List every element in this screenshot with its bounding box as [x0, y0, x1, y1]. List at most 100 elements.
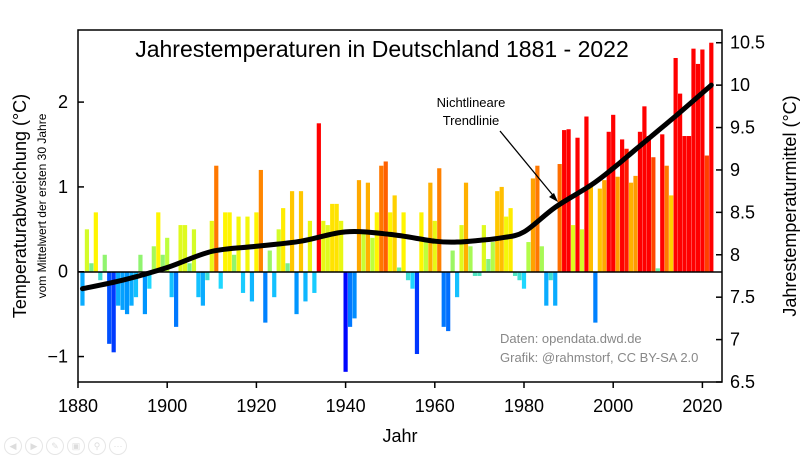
x-tick-label: 1880	[58, 396, 98, 416]
bar-1924	[272, 271, 277, 298]
bar-1918	[245, 216, 250, 272]
y2-tick-label: 7	[730, 330, 740, 350]
bar-1945	[365, 182, 370, 272]
bar-2012	[664, 165, 669, 272]
bar-1898	[156, 212, 161, 272]
bar-1921	[258, 169, 263, 272]
trend-annotation-line1: Nichtlineare	[437, 95, 506, 110]
bar-1923	[267, 250, 272, 272]
trend-line	[79, 82, 714, 292]
bar-1892	[129, 271, 134, 306]
bar-1936	[325, 225, 330, 272]
bar-1991	[570, 225, 576, 272]
bar-1927	[285, 263, 290, 272]
bar-1952	[397, 267, 402, 272]
x-tick-label: 1980	[504, 396, 544, 416]
bar-2018	[691, 48, 696, 272]
y2-tick-label: 9	[730, 160, 740, 180]
bar-2000	[611, 114, 616, 272]
bar-1906	[191, 229, 197, 272]
bar-2019	[695, 63, 701, 272]
bar-1956	[414, 271, 420, 355]
bar-2010	[655, 268, 660, 272]
more-icon[interactable]: ···	[109, 437, 127, 455]
bar-1965	[455, 271, 460, 298]
bar-1932	[307, 220, 313, 272]
bar-1972	[486, 259, 491, 272]
chart-title: Jahrestemperaturen in Deutschland 1881 -…	[135, 36, 629, 62]
bar-1964	[450, 250, 455, 272]
bar-1899	[160, 254, 165, 272]
slides-icon[interactable]: ▣	[67, 437, 85, 455]
bar-2002	[620, 139, 625, 272]
bar-1925	[276, 229, 281, 272]
y2-tick-label: 10	[730, 75, 750, 95]
bar-1985	[544, 271, 549, 306]
bar-1943	[356, 180, 362, 272]
y-tick-label: 0	[58, 262, 68, 282]
bar-1905	[187, 263, 192, 272]
bar-1900	[165, 237, 170, 272]
bar-1937	[330, 203, 335, 272]
y2-tick-label: 8.5	[730, 202, 755, 222]
bar-1884	[93, 212, 98, 272]
pen-icon[interactable]: ✎	[46, 437, 64, 455]
y-tick-label: 2	[58, 92, 68, 112]
arrow-head	[549, 193, 558, 202]
y-axis-label: Temperaturabweichung (°C)	[10, 94, 30, 318]
y-axis-right: 6.5 7 7.5 8 8.5 9 9.5 10 10.5	[716, 33, 765, 392]
x-tick-label: 2000	[593, 396, 633, 416]
bar-1929	[294, 271, 299, 315]
bar-1994	[584, 116, 589, 272]
bar-1888	[111, 271, 116, 353]
bar-1897	[151, 246, 156, 272]
bar-1882	[84, 229, 90, 272]
y-tick-label: −1	[47, 347, 68, 367]
bar-1891	[124, 271, 130, 315]
y2-tick-label: 6.5	[730, 372, 755, 392]
bar-1993	[579, 229, 585, 272]
y2-tick-label: 9.5	[730, 118, 755, 138]
bar-2005	[633, 175, 638, 272]
bar-1999	[606, 131, 611, 272]
bar-1986	[548, 271, 553, 281]
bar-2008	[646, 136, 651, 272]
bar-2022	[709, 42, 714, 272]
bar-1997	[597, 188, 602, 272]
bar-1887	[107, 271, 112, 344]
bar-1967	[463, 182, 469, 272]
zoom-icon[interactable]: ⚲	[88, 437, 106, 455]
bar-1895	[142, 271, 147, 315]
bar-1938	[334, 203, 339, 272]
bar-1908	[200, 271, 205, 306]
previous-icon[interactable]: ◀	[4, 437, 22, 455]
slide-controls: ◀ ▶ ✎ ▣ ⚲ ···	[4, 437, 127, 455]
bar-1992	[575, 137, 580, 272]
bar-2011	[660, 134, 665, 272]
bar-1939	[339, 220, 344, 272]
bar-1912	[218, 271, 223, 289]
bar-1953	[401, 212, 406, 272]
bar-2009	[651, 157, 656, 272]
bar-2004	[628, 182, 634, 272]
bar-1976	[504, 216, 509, 272]
bar-1969	[472, 271, 478, 276]
bar-1935	[321, 220, 326, 272]
bar-1904	[182, 225, 188, 272]
bar-1890	[120, 271, 125, 310]
bar-1942	[352, 271, 357, 319]
y2-tick-label: 8	[730, 245, 740, 265]
bar-1911	[214, 165, 219, 272]
bar-1984	[539, 246, 544, 272]
credit-graphic: Grafik: @rahmstorf, CC BY-SA 2.0	[500, 350, 698, 365]
bar-1889	[116, 271, 121, 306]
bar-1987	[553, 271, 558, 306]
bar-1894	[138, 254, 143, 272]
bar-1913	[223, 212, 228, 272]
annotation-arrow	[499, 130, 557, 200]
bar-1940	[343, 271, 348, 372]
bar-1928	[289, 191, 295, 272]
next-icon[interactable]: ▶	[25, 437, 43, 455]
y-tick-label: 1	[58, 177, 68, 197]
bar-1947	[374, 212, 379, 272]
